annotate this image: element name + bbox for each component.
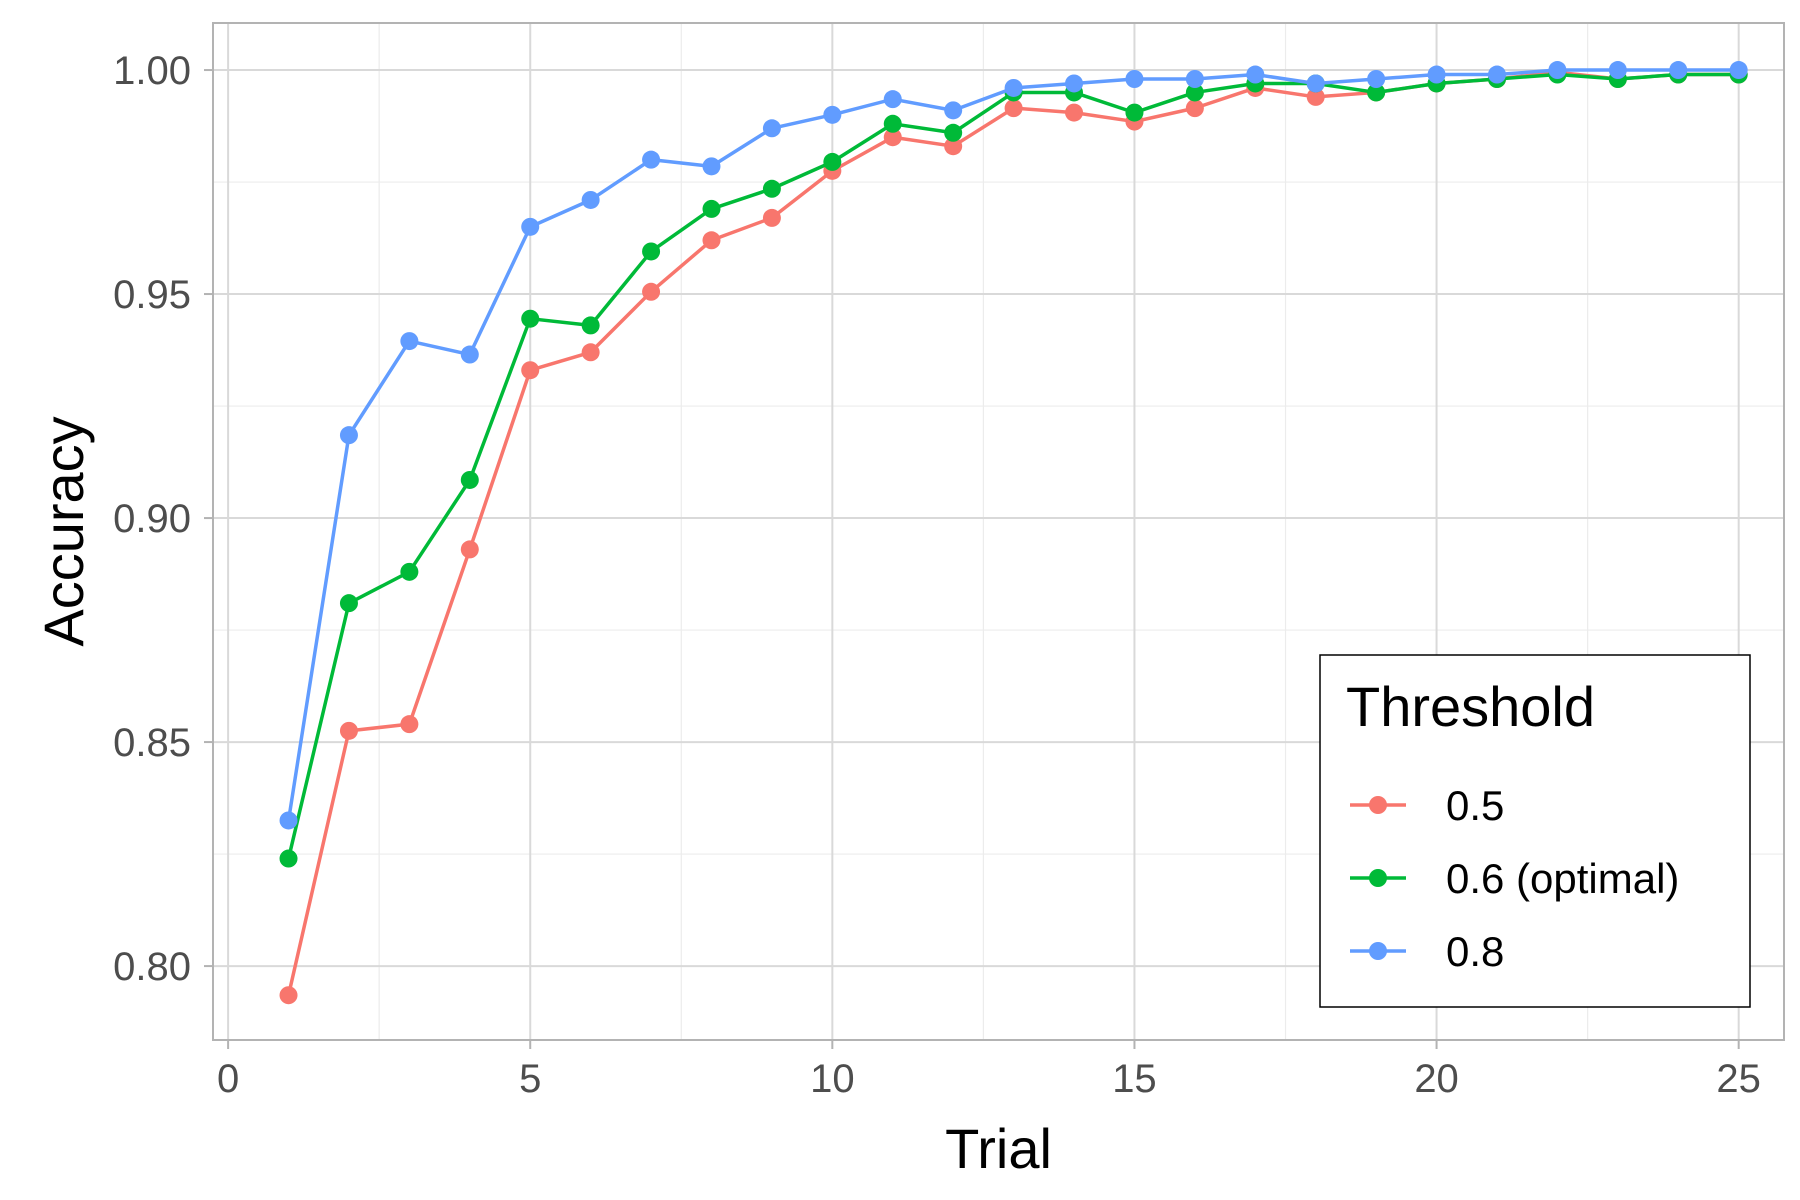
data-point [1367, 83, 1386, 102]
data-point [762, 179, 781, 198]
data-point [1306, 74, 1325, 93]
legend: Threshold 0.5 0.6 (optimal) 0.8 [1319, 654, 1751, 1008]
data-point [883, 114, 902, 133]
data-point [702, 231, 721, 250]
data-point [762, 208, 781, 227]
y-tick-label: 0.95 [113, 273, 191, 317]
data-point [1729, 61, 1748, 80]
series-2 [279, 61, 1748, 830]
data-point [279, 986, 298, 1005]
legend-item-2: 0.8 [1350, 928, 1504, 975]
x-tick-label: 15 [1112, 1057, 1157, 1101]
legend-items: 0.5 0.6 (optimal) 0.8 [1350, 782, 1679, 975]
x-tick-label: 0 [217, 1057, 239, 1101]
data-point [702, 199, 721, 218]
data-point [279, 849, 298, 868]
data-point [339, 426, 358, 445]
axis-ticks [204, 69, 1740, 1049]
data-point [339, 721, 358, 740]
data-point [521, 309, 540, 328]
data-point [400, 562, 419, 581]
data-point [883, 90, 902, 109]
data-point [1004, 99, 1023, 118]
data-point [1065, 74, 1084, 93]
tick-labels: 0 5 10 15 20 25 0.80 0.85 0.90 0.95 1.00 [113, 49, 1761, 1101]
data-point [1608, 61, 1627, 80]
y-tick-label: 1.00 [113, 49, 191, 93]
data-point [521, 217, 540, 236]
legend-label: 0.8 [1446, 928, 1504, 975]
data-point [1548, 61, 1567, 80]
x-tick-label: 20 [1414, 1057, 1459, 1101]
y-tick-label: 0.90 [113, 497, 191, 541]
data-point [400, 332, 419, 351]
data-point [460, 470, 479, 489]
legend-label: 0.5 [1446, 782, 1504, 829]
series-layer [279, 61, 1748, 1005]
data-point [1065, 103, 1084, 122]
data-point [1427, 65, 1446, 84]
data-point [581, 316, 600, 335]
plot-panel-border [212, 22, 1785, 1041]
data-point [1487, 65, 1506, 84]
data-point [521, 361, 540, 380]
y-axis-title: Accuracy [32, 416, 95, 646]
data-point [1669, 61, 1688, 80]
legend-key-point [1369, 869, 1387, 887]
legend-item-1: 0.6 (optimal) [1350, 855, 1679, 902]
data-point [1125, 103, 1144, 122]
data-point [1367, 70, 1386, 89]
data-point [581, 343, 600, 362]
data-point [883, 128, 902, 147]
data-point [1185, 99, 1204, 118]
data-point [702, 157, 721, 176]
y-tick-label: 0.85 [113, 721, 191, 765]
data-point [581, 190, 600, 209]
data-point [1125, 70, 1144, 89]
data-point [279, 811, 298, 830]
legend-key-point [1369, 796, 1387, 814]
data-point [1185, 70, 1204, 89]
legend-label: 0.6 (optimal) [1446, 855, 1679, 902]
data-point [1306, 87, 1325, 106]
legend-box [1319, 654, 1751, 1008]
data-point [642, 150, 661, 169]
data-point [944, 101, 963, 120]
x-tick-label: 10 [810, 1057, 855, 1101]
legend-title: Threshold [1346, 675, 1595, 738]
legend-item-0: 0.5 [1350, 782, 1504, 829]
data-point [642, 282, 661, 301]
data-point [823, 152, 842, 171]
x-tick-label: 5 [519, 1057, 541, 1101]
data-point [400, 715, 419, 734]
data-point [823, 105, 842, 124]
data-point [460, 345, 479, 364]
data-point [460, 540, 479, 559]
x-axis-title: Trial [945, 1117, 1052, 1180]
data-point [944, 137, 963, 156]
data-point [642, 242, 661, 261]
data-point [1004, 78, 1023, 97]
data-point [1246, 65, 1265, 84]
data-point [339, 594, 358, 613]
x-tick-label: 25 [1716, 1057, 1761, 1101]
data-point [762, 119, 781, 138]
y-tick-label: 0.80 [113, 945, 191, 989]
data-point [1185, 83, 1204, 102]
data-point [944, 123, 963, 142]
legend-key-point [1369, 942, 1387, 960]
